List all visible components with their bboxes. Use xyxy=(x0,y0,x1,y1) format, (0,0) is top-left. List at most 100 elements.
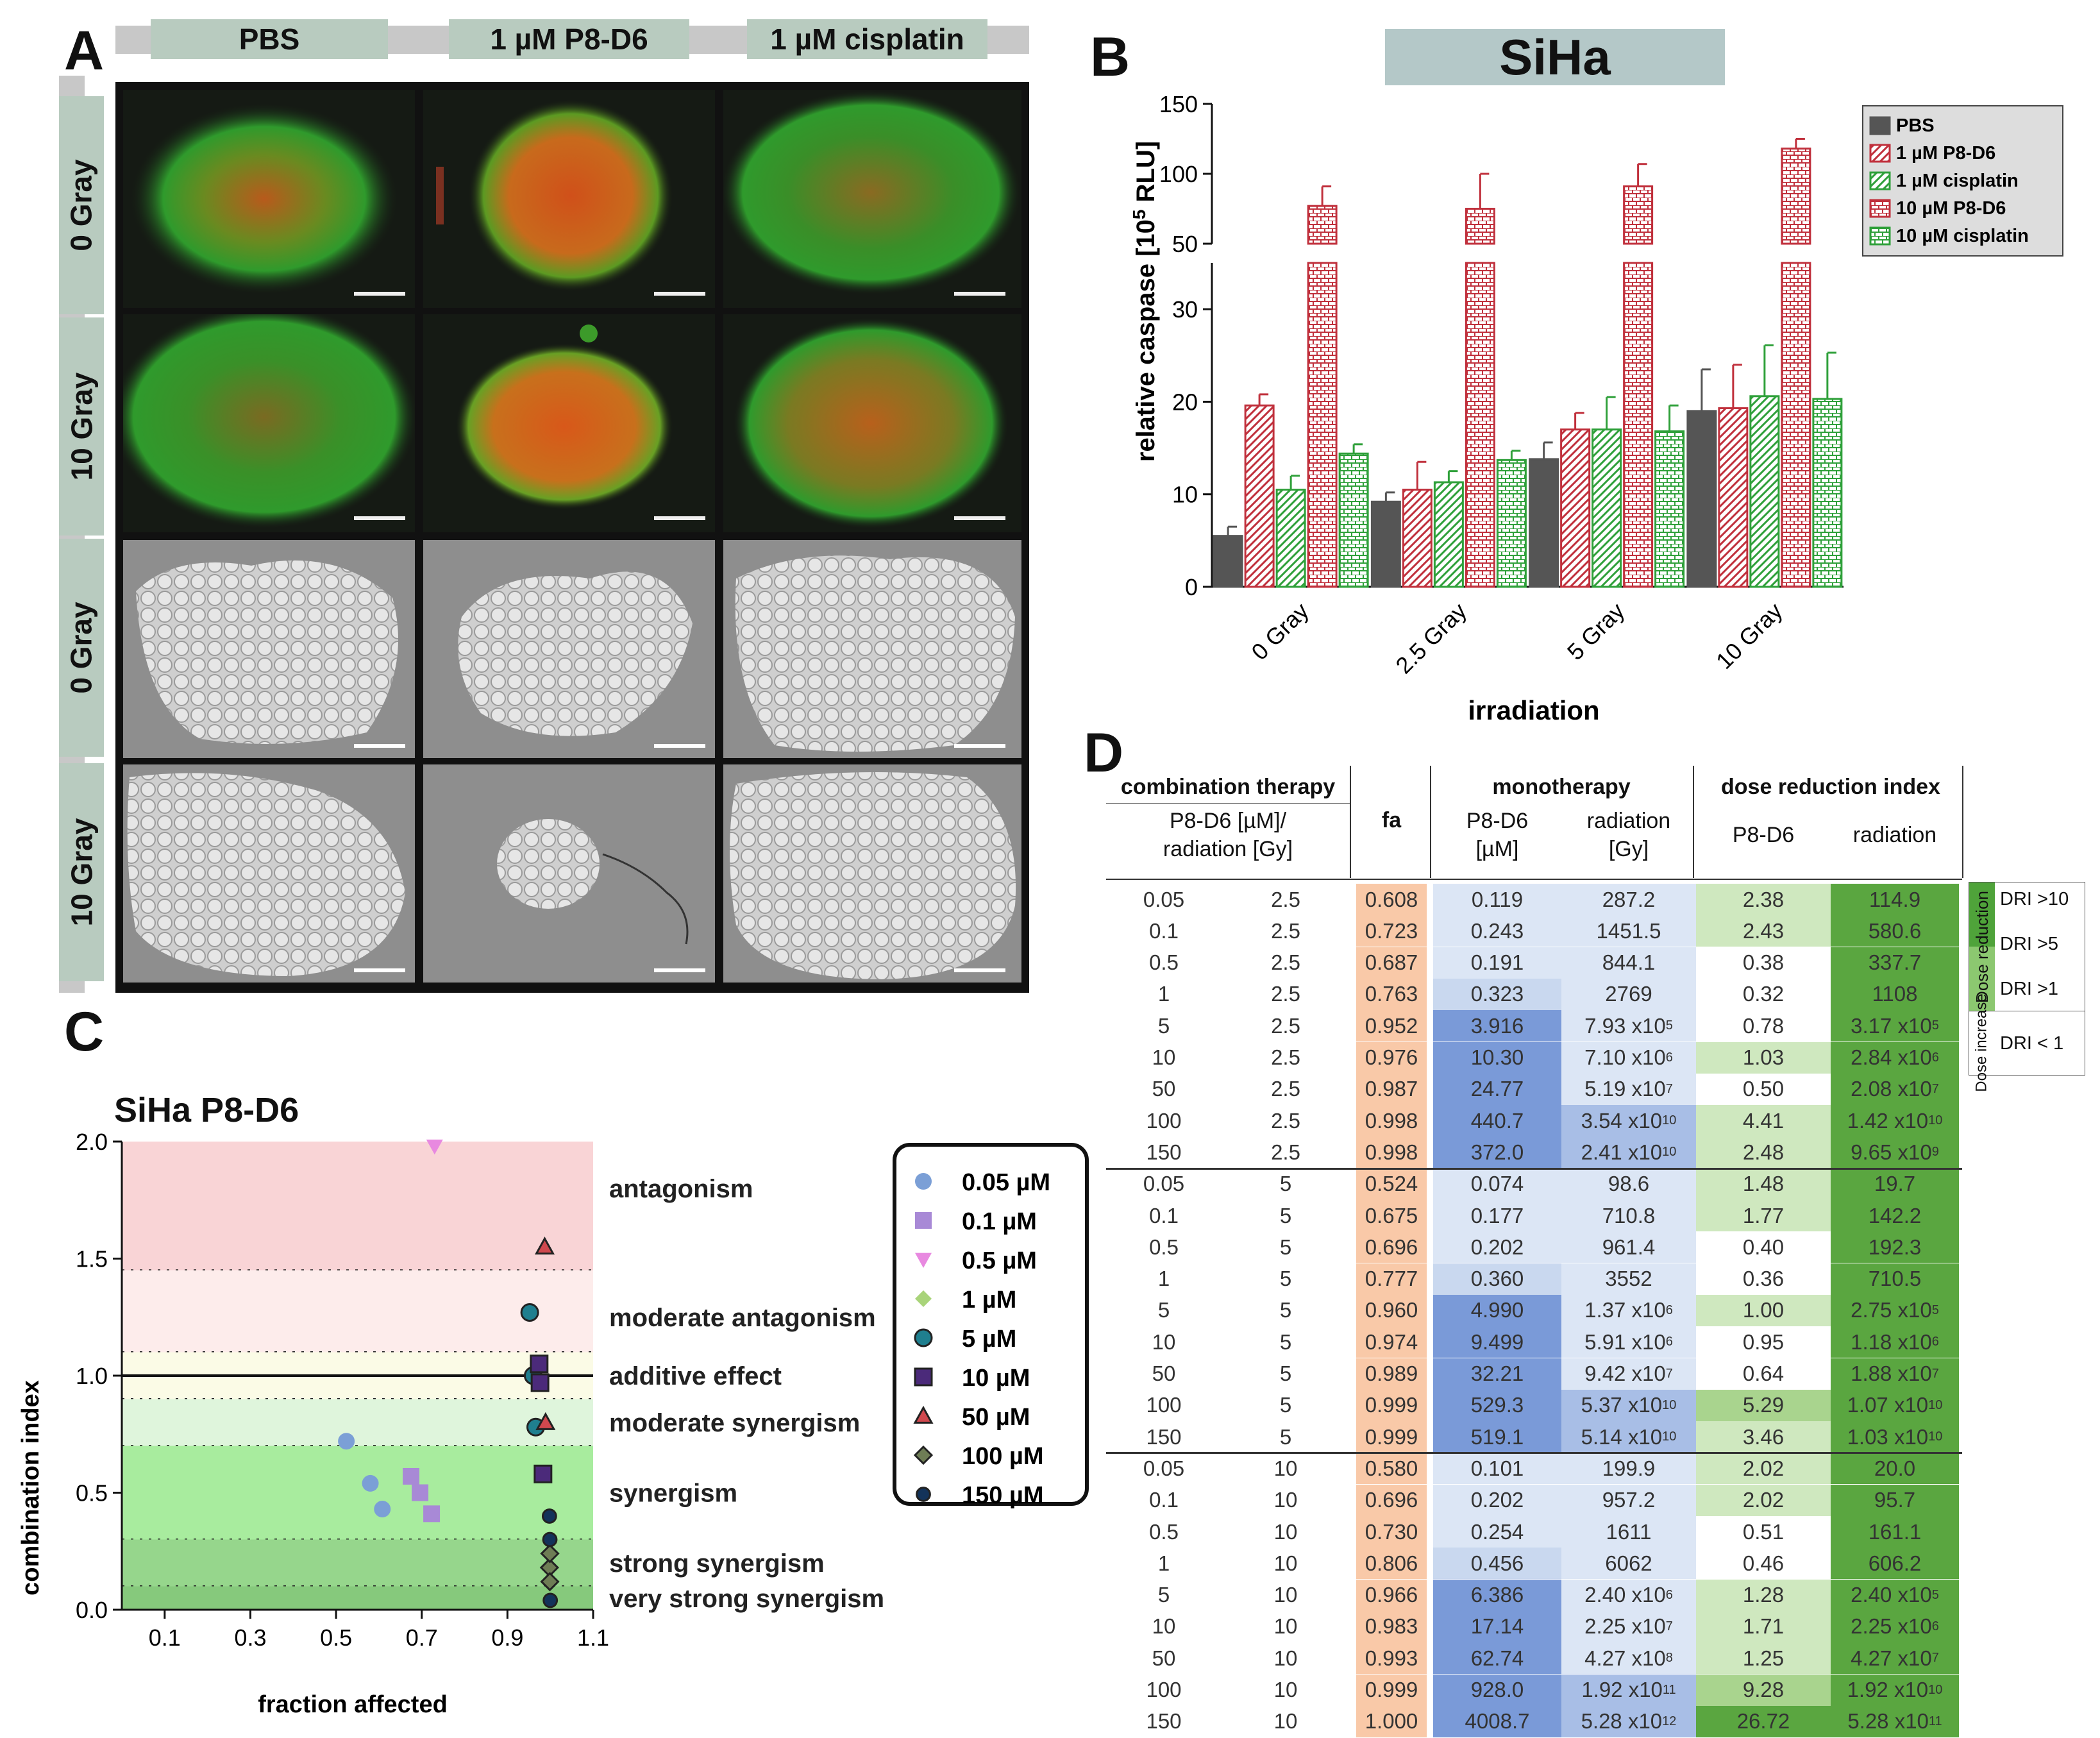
table-cell-mp: 3.916 xyxy=(1433,1010,1561,1042)
table-cell-mp: 0.074 xyxy=(1433,1168,1561,1200)
table-row: 0.05 5 0.524 0.074 98.6 1.48 19.7 xyxy=(1106,1168,2068,1200)
table-cell-dp: 1.00 xyxy=(1696,1294,1831,1326)
table-cell-mr: 7.10 x10 6 xyxy=(1561,1042,1696,1074)
data-point xyxy=(913,1445,934,1465)
table-cell-dr: 1.42 x10 10 xyxy=(1831,1105,1959,1137)
legend-swatch xyxy=(1869,144,1891,163)
table-cell-mr: 2.25 x10 7 xyxy=(1561,1610,1696,1642)
table-cell-fa: 0.993 xyxy=(1356,1642,1427,1675)
table-cell-rad: 10 xyxy=(1273,1456,1298,1480)
data-point xyxy=(530,1373,550,1392)
sem-image-cisplatin-0gray xyxy=(723,540,1021,758)
table-cell-p8: 1 xyxy=(1157,1551,1170,1575)
table-cell-fa: 0.687 xyxy=(1356,947,1427,979)
table-cell-mr: 287.2 xyxy=(1561,884,1696,915)
bar xyxy=(1496,459,1527,588)
data-point xyxy=(412,1484,429,1501)
table-cell-mr: 5.37 x10 10 xyxy=(1561,1389,1696,1421)
table-cell-dr: 337.7 xyxy=(1831,947,1959,979)
table-cell-mp: 372.0 xyxy=(1433,1136,1561,1169)
legend-dri-lt1: DRI < 1 xyxy=(2000,1033,2064,1054)
y-tick-label: 10 xyxy=(1172,482,1198,508)
header-rule xyxy=(1106,803,1350,804)
table-cell-mp: 62.74 xyxy=(1433,1642,1561,1675)
sem-image-p8d6-10gray xyxy=(423,764,715,983)
table-cell-rad: 5 xyxy=(1279,1329,1292,1354)
table-cell-p8: 0.05 xyxy=(1143,1456,1185,1480)
y-tick-label: 2.0 xyxy=(76,1129,108,1155)
table-row: 10 5 0.974 9.499 5.91 x10 6 0.95 1.18 x10 6 xyxy=(1106,1326,2068,1358)
table-cell-fa: 0.999 xyxy=(1356,1389,1427,1421)
column-header-cisplatin: 1 µM cisplatin xyxy=(747,19,987,59)
table-cell-fa: 0.763 xyxy=(1356,978,1427,1010)
table-row: 1 2.5 0.763 0.323 2769 0.32 1108 xyxy=(1106,978,2068,1010)
table-cell-mp: 32.21 xyxy=(1433,1358,1561,1390)
bar xyxy=(1307,262,1338,588)
legend-label: 0.05 µM xyxy=(962,1169,1050,1196)
table-cell-p8: 5 xyxy=(1157,1583,1170,1607)
scale-bar xyxy=(954,744,1005,748)
zone-label: very strong synergism xyxy=(609,1585,884,1613)
scale-bar xyxy=(954,968,1005,972)
table-row: 0.1 10 0.696 0.202 957.2 2.02 95.7 xyxy=(1106,1484,2068,1516)
bar xyxy=(1465,262,1495,588)
table-cell-rad: 2.5 xyxy=(1271,1140,1300,1164)
legend-dri1: DRI >1 xyxy=(2000,979,2059,999)
table-cell-p8: 0.05 xyxy=(1143,887,1185,911)
table-cell-rad: 2.5 xyxy=(1271,887,1300,911)
bar xyxy=(1749,395,1780,588)
table-cell-mp: 0.101 xyxy=(1433,1453,1561,1485)
scale-bar xyxy=(654,968,705,972)
header-dri: dose reduction index xyxy=(1721,775,1940,799)
table-cell-fa: 0.989 xyxy=(1356,1358,1427,1390)
bar xyxy=(1275,489,1306,588)
table-cell-fa: 0.777 xyxy=(1356,1263,1427,1295)
bar xyxy=(1781,262,1811,588)
chart-legend xyxy=(1862,105,2063,257)
table-cell-fa: 1.000 xyxy=(1356,1705,1427,1737)
table-cell-dr: 142.2 xyxy=(1831,1200,1959,1231)
table-cell-dp: 0.40 xyxy=(1696,1231,1831,1263)
header-mono-p8-a: P8-D6 xyxy=(1466,809,1529,833)
table-cell-dp: 2.43 xyxy=(1696,915,1831,947)
y-tick-label: 1.5 xyxy=(76,1246,108,1272)
bar xyxy=(1465,208,1495,245)
y-tick-label: 0 xyxy=(1185,574,1198,600)
table-cell-mp: 0.177 xyxy=(1433,1200,1561,1231)
sem-image-pbs-0gray xyxy=(123,540,415,758)
table-row: 150 2.5 0.998 372.0 2.41 x10 10 2.48 9.65 x10 9 xyxy=(1106,1136,2068,1169)
fluor-image-cisplatin-10gray xyxy=(723,314,1021,532)
table-cell-mp: 0.254 xyxy=(1433,1516,1561,1548)
x-tick-label: 0.3 xyxy=(234,1624,266,1651)
bar xyxy=(1812,398,1843,588)
fluor-image-pbs-10gray xyxy=(123,314,415,532)
scale-bar xyxy=(654,744,705,748)
legend-label: 10 µM xyxy=(962,1365,1030,1392)
table-cell-dp: 0.32 xyxy=(1696,978,1831,1010)
x-axis-label: irradiation xyxy=(1468,695,1599,725)
zone-label: antagonism xyxy=(609,1175,753,1203)
table-cell-fa: 0.696 xyxy=(1356,1484,1427,1516)
y-tick-label: 100 xyxy=(1159,161,1198,187)
table-cell-dr: 710.5 xyxy=(1831,1263,1959,1295)
header-combo-sub-a: P8-D6 [µM]/ xyxy=(1169,809,1287,833)
table-cell-dp: 1.77 xyxy=(1696,1200,1831,1231)
row-label-0gray-fluor: 0 Gray xyxy=(59,96,104,314)
scale-bar xyxy=(954,516,1005,520)
table-cell-rad: 10 xyxy=(1273,1583,1298,1607)
table-cell-rad: 2.5 xyxy=(1271,1108,1300,1133)
table-cell-fa: 0.999 xyxy=(1356,1674,1427,1706)
table-cell-mr: 844.1 xyxy=(1561,947,1696,979)
panel-label-d: D xyxy=(1084,722,1124,784)
table-cell-mp: 519.1 xyxy=(1433,1421,1561,1453)
table-row: 100 2.5 0.998 440.7 3.54 x10 10 4.41 1.42 x10 10 xyxy=(1106,1105,2068,1137)
table-cell-fa: 0.730 xyxy=(1356,1516,1427,1548)
table-cell-p8: 0.05 xyxy=(1143,1172,1185,1196)
table-cell-dr: 2.25 x10 6 xyxy=(1831,1610,1959,1642)
data-point xyxy=(362,1474,379,1492)
table-cell-mr: 1.37 x10 6 xyxy=(1561,1294,1696,1326)
x-tick-label: 5 Gray xyxy=(1562,598,1629,665)
table-cell-p8: 100 xyxy=(1146,1393,1182,1417)
zone-label: moderate antagonism xyxy=(609,1304,876,1332)
table-cell-p8: 0.1 xyxy=(1149,918,1179,943)
